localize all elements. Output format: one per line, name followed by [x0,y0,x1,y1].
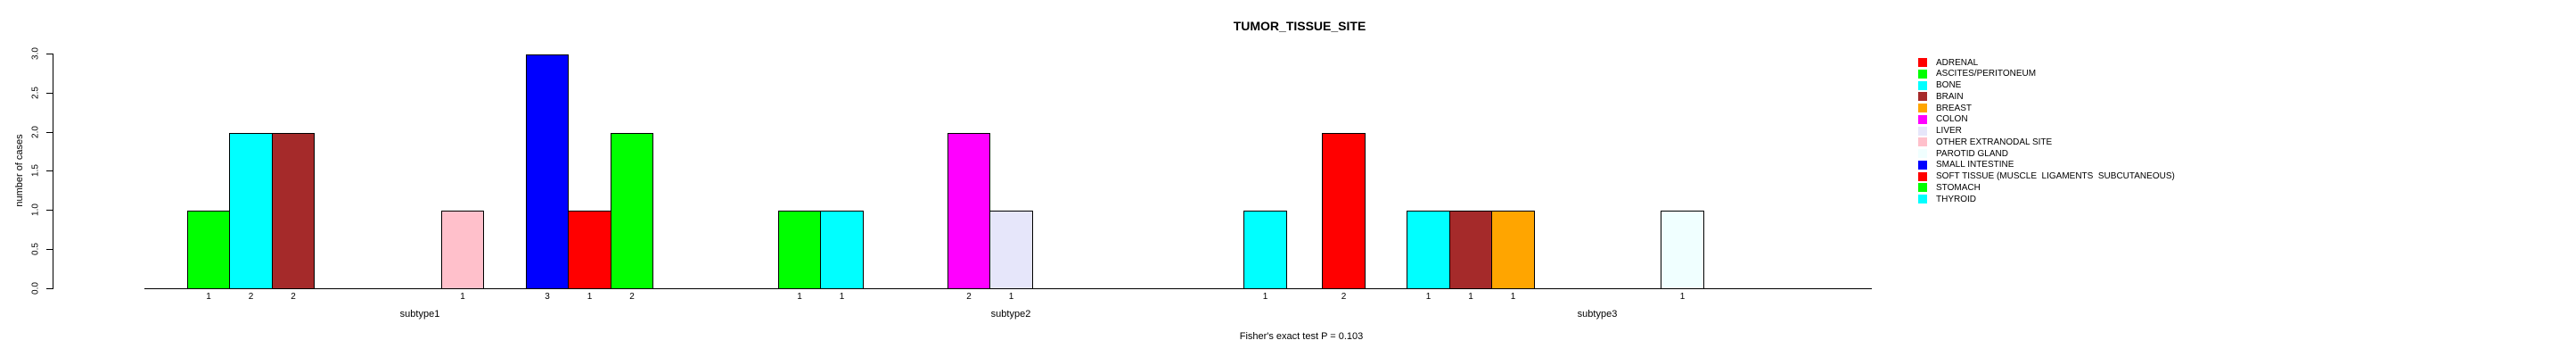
legend-swatch [1918,161,1927,170]
legend-swatch [1918,92,1927,101]
legend-swatch [1918,195,1927,203]
y-tick [46,170,53,171]
legend-swatch [1918,183,1927,192]
bar [1491,211,1535,289]
bar [948,133,990,289]
bar-value-label: 2 [629,292,635,302]
bar [187,211,230,289]
legend-swatch [1918,104,1927,112]
legend-label: BONE [1936,80,1962,90]
bar [1407,211,1450,289]
fisher-test-annotation: Fisher's exact test P = 0.103 [1239,331,1364,342]
bar [820,211,864,289]
bar-value-label: 1 [460,292,465,302]
bar-value-label: 2 [966,292,972,302]
bar [778,211,821,289]
legend-label: STOMACH [1936,183,1981,193]
legend-swatch [1918,70,1927,79]
bar [441,211,484,289]
y-axis-title: number of cases [14,134,25,207]
legend-label: BREAST [1936,104,1973,113]
bar [272,133,315,289]
bar-value-label: 2 [248,292,254,302]
bar-value-label: 1 [797,292,802,302]
legend-swatch [1918,149,1927,158]
y-tick-label: 1.5 [30,164,41,177]
bar-value-label: 1 [1262,292,1268,302]
bar-value-label: 1 [206,292,211,302]
bar [229,133,273,289]
bar-value-label: 2 [1341,292,1347,302]
bar-value-label: 1 [839,292,845,302]
group-label: subtype2 [990,309,1031,320]
bar-value-label: 3 [545,292,550,302]
bar [1243,211,1287,289]
legend-swatch [1918,137,1927,146]
legend-swatch [1918,172,1927,181]
legend-label: OTHER EXTRANODAL SITE [1936,137,2053,147]
legend-swatch [1918,81,1927,90]
legend-label: ASCITES/PERITONEUM [1936,69,2037,79]
y-tick-label: 0.5 [30,243,41,255]
group-label: subtype3 [1577,309,1618,320]
legend-label: ADRENAL [1936,58,1979,68]
y-tick [46,249,53,250]
bar-value-label: 1 [1510,292,1516,302]
bar [1661,211,1704,289]
bar [611,133,653,289]
bar-value-label: 1 [1468,292,1473,302]
y-tick-label: 1.0 [30,203,41,216]
group-label: subtype1 [399,309,440,320]
bar-value-label: 1 [1425,292,1432,302]
legend-label: LIVER [1936,126,1962,136]
bar-value-label: 1 [1008,292,1014,302]
y-tick [46,93,53,94]
legend-swatch [1918,58,1927,67]
y-tick [46,288,53,289]
y-tick-label: 3.0 [30,47,41,60]
legend-label: BRAIN [1936,92,1964,102]
bar [526,54,569,289]
legend-swatch [1918,127,1927,136]
y-tick-label: 2.5 [30,87,41,99]
bar-value-label: 1 [587,292,593,302]
chart-title: TUMOR_TISSUE_SITE [1233,19,1366,33]
legend-label: SMALL INTESTINE [1936,160,2014,170]
legend-label: COLON [1936,114,1968,124]
legend-swatch [1918,115,1927,124]
y-tick [46,132,53,133]
y-tick [46,210,53,211]
legend-label: PAROTID GLAND [1936,149,2008,159]
bar [1322,133,1366,289]
bar [568,211,611,289]
bar [1449,211,1492,289]
legend-label: THYROID [1936,195,1976,204]
bar [989,211,1033,289]
bar-value-label: 1 [1679,292,1686,302]
bar-value-label: 2 [291,292,296,302]
legend-label: SOFT TISSUE (MUSCLE LIGAMENTS SUBCUTANEO… [1936,171,2175,181]
y-tick-label: 2.0 [30,126,41,138]
y-tick-label: 0.0 [30,282,41,295]
